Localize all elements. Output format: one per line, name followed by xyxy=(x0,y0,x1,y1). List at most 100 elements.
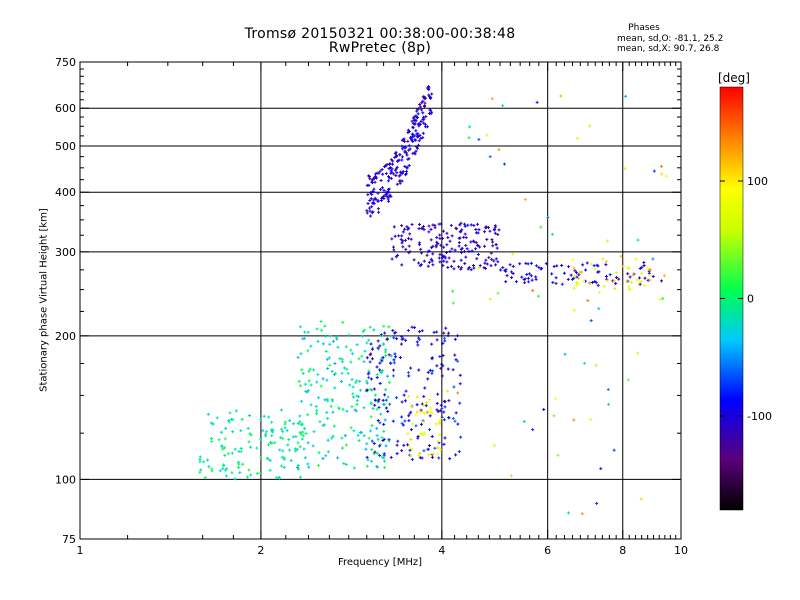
data-point xyxy=(369,191,373,195)
data-point xyxy=(489,264,493,268)
data-point xyxy=(469,268,473,272)
data-point xyxy=(295,447,299,451)
data-point xyxy=(566,277,570,281)
data-point xyxy=(534,264,538,268)
data-point xyxy=(631,273,635,277)
data-point xyxy=(589,417,593,421)
data-point xyxy=(537,265,541,269)
data-point xyxy=(413,122,417,126)
x-tick-label: 1 xyxy=(77,544,84,557)
data-point xyxy=(400,421,404,425)
data-point xyxy=(415,410,419,414)
data-point xyxy=(206,458,210,462)
y-tick-label: 200 xyxy=(55,330,76,343)
data-point xyxy=(399,342,403,346)
data-point xyxy=(529,261,533,265)
data-point xyxy=(264,434,268,438)
data-point xyxy=(395,443,399,447)
data-point xyxy=(273,441,277,445)
data-point xyxy=(448,239,452,243)
data-point xyxy=(321,377,325,381)
data-point xyxy=(597,307,601,311)
data-point xyxy=(321,456,325,460)
data-point xyxy=(429,227,433,231)
data-point xyxy=(225,467,229,471)
y-tick-label: 300 xyxy=(55,246,76,259)
data-point xyxy=(408,444,412,448)
data-point xyxy=(625,279,629,283)
data-point xyxy=(496,291,500,295)
data-point xyxy=(218,469,222,473)
data-point xyxy=(428,414,432,418)
data-point xyxy=(198,460,202,464)
data-point xyxy=(223,437,227,441)
data-point xyxy=(433,446,437,450)
data-point xyxy=(375,375,379,379)
data-point xyxy=(299,432,303,436)
data-point xyxy=(373,180,377,184)
data-point xyxy=(442,336,446,340)
data-point xyxy=(415,109,419,113)
data-point xyxy=(523,281,527,285)
data-point xyxy=(613,287,617,291)
colorbar-ticks: 100 0 -100 xyxy=(720,175,772,423)
data-point xyxy=(373,196,377,200)
data-point xyxy=(436,439,440,443)
data-point xyxy=(321,342,325,346)
data-point xyxy=(435,330,439,334)
data-point xyxy=(640,272,644,276)
data-point xyxy=(499,268,503,272)
data-point xyxy=(296,441,300,445)
data-point xyxy=(422,259,426,263)
data-point xyxy=(427,453,431,457)
data-point xyxy=(324,454,328,458)
data-point xyxy=(403,399,407,403)
data-point xyxy=(368,206,372,210)
data-point xyxy=(490,257,494,261)
data-point xyxy=(435,338,439,342)
data-point xyxy=(280,464,284,468)
data-point xyxy=(434,422,438,426)
data-point xyxy=(537,294,541,298)
data-point xyxy=(642,261,646,265)
data-point xyxy=(319,319,323,323)
data-point xyxy=(341,360,345,364)
data-point xyxy=(383,331,387,335)
data-point xyxy=(383,402,387,406)
data-point xyxy=(418,338,422,342)
data-point xyxy=(198,470,202,474)
data-point xyxy=(460,246,464,250)
data-point xyxy=(457,450,461,454)
data-point xyxy=(326,438,330,442)
x-tick-label: 8 xyxy=(619,544,626,557)
data-point xyxy=(449,264,453,268)
data-point xyxy=(227,419,231,423)
data-point xyxy=(275,476,279,480)
data-point xyxy=(491,244,495,248)
data-point xyxy=(395,171,399,175)
data-point xyxy=(383,418,387,422)
data-point xyxy=(420,226,424,230)
data-point xyxy=(449,223,453,227)
data-point xyxy=(222,464,226,468)
data-point xyxy=(315,412,319,416)
data-point xyxy=(602,284,606,288)
data-point xyxy=(511,271,515,275)
data-point xyxy=(422,394,426,398)
data-point xyxy=(477,266,481,270)
data-point xyxy=(435,401,439,405)
data-point xyxy=(318,420,322,424)
data-point xyxy=(617,277,621,281)
data-point xyxy=(605,279,609,283)
data-point xyxy=(312,430,316,434)
data-point xyxy=(247,468,251,472)
data-point xyxy=(381,195,385,199)
data-point xyxy=(320,328,324,332)
data-point xyxy=(292,422,296,426)
data-point xyxy=(381,355,385,359)
data-point xyxy=(451,416,455,420)
data-point xyxy=(434,245,438,249)
data-point xyxy=(279,436,283,440)
data-point xyxy=(488,229,492,233)
data-point xyxy=(430,356,434,360)
